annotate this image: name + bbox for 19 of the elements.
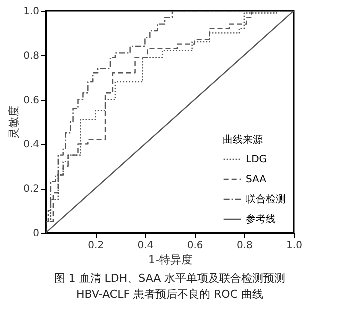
y-tick-label: 0.2 (24, 184, 40, 196)
legend-label: 联合检测 (246, 194, 286, 206)
x-tick-label: 1.0 (286, 240, 302, 252)
y-tick-label: 1.0 (24, 6, 40, 18)
y-axis-title: 灵敏度 (8, 106, 21, 139)
x-tick-label: 0.8 (236, 240, 253, 252)
x-axis-title: 1-特异度 (148, 254, 192, 266)
y-tick-label: 0.6 (24, 95, 40, 106)
x-tick-label: 0.4 (138, 240, 154, 252)
y-tick-label: 0.8 (24, 50, 40, 62)
legend-title: 曲线来源 (223, 134, 263, 146)
x-tick-label: 0.2 (88, 240, 104, 252)
legend-label: SAA (246, 174, 267, 186)
legend-label: 参考线 (246, 214, 276, 226)
y-tick-label: 0.4 (24, 140, 40, 151)
text: 图 1 血清 LDH、SAA 水平单项及联合检测预测 HBV-ACLF 患者预后不良的 ROC 曲线 (54, 272, 286, 301)
y-tick-label: 0 (33, 228, 40, 240)
legend-label: LDG (246, 154, 268, 166)
x-tick-label: 0.6 (187, 240, 204, 252)
